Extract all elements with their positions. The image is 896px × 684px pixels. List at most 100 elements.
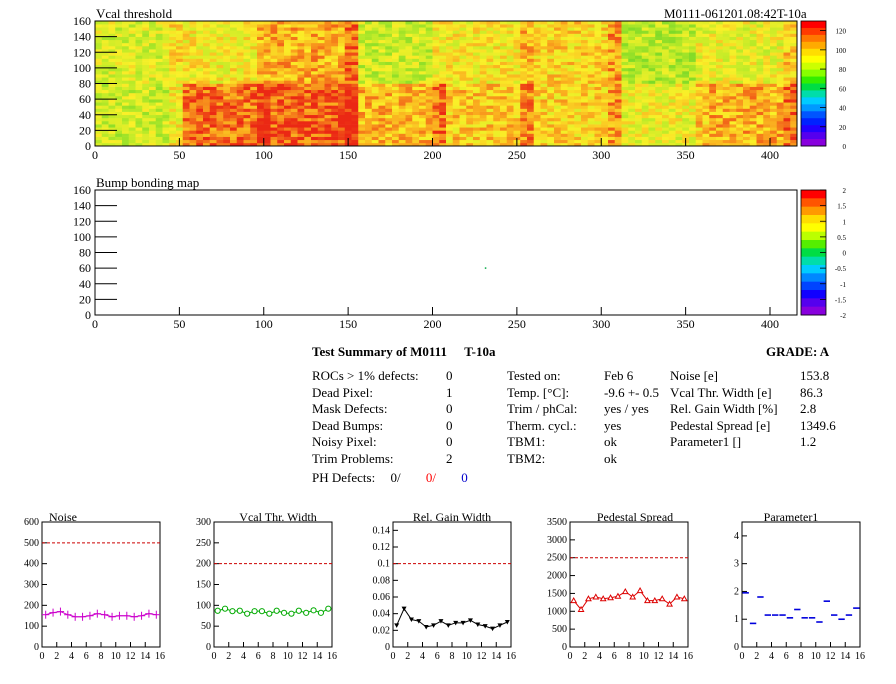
condition-value: ok bbox=[604, 434, 617, 450]
x-tick-label: 10 bbox=[811, 651, 821, 662]
map-background bbox=[95, 190, 797, 315]
palette-label: 60 bbox=[839, 85, 847, 93]
x-tick-label: 16 bbox=[506, 651, 516, 662]
x-tick-label: 50 bbox=[173, 148, 185, 162]
plot-frame bbox=[213, 521, 333, 648]
x-tick-label: 16 bbox=[855, 651, 865, 662]
data-point bbox=[438, 619, 444, 624]
defect-value: 0 bbox=[446, 368, 453, 383]
series-line bbox=[573, 589, 685, 611]
x-tick-label: 12 bbox=[477, 651, 487, 662]
defect-value: 0 bbox=[446, 401, 453, 417]
y-tick-label: 40 bbox=[79, 277, 91, 291]
y-tick-label: 140 bbox=[73, 30, 91, 44]
x-tick-label: 0 bbox=[740, 651, 745, 662]
palette-label: 0 bbox=[843, 250, 847, 258]
data-point bbox=[673, 593, 681, 600]
x-tick-label: 400 bbox=[761, 317, 779, 331]
y-tick-label: 0 bbox=[385, 642, 390, 653]
y-tick-label: 120 bbox=[73, 214, 91, 228]
data-point bbox=[401, 606, 407, 612]
palette-label: 40 bbox=[839, 105, 847, 113]
y-tick-label: 0.14 bbox=[373, 525, 391, 536]
data-point bbox=[570, 596, 578, 604]
y-tick-label: 160 bbox=[73, 14, 91, 28]
data-point bbox=[460, 620, 466, 626]
condition-value: Feb 6 bbox=[604, 368, 634, 383]
y-tick-label: 200 bbox=[24, 600, 39, 611]
x-tick-label: 350 bbox=[677, 148, 695, 162]
plot-title: Vcal Thr. Width bbox=[239, 510, 316, 524]
parameter-value: 86.3 bbox=[800, 384, 823, 400]
condition-label: TBM2: bbox=[507, 451, 546, 466]
y-tick-label: 60 bbox=[79, 92, 91, 106]
x-tick-label: 12 bbox=[826, 651, 836, 662]
data-point bbox=[475, 622, 481, 627]
data-point bbox=[621, 588, 629, 595]
y-tick-label: 100 bbox=[73, 61, 91, 75]
defect-label: Trim Problems: bbox=[312, 451, 394, 466]
x-tick-label: 2 bbox=[226, 651, 231, 662]
plot-title: Rel. Gain Width bbox=[413, 510, 491, 524]
data-point bbox=[317, 609, 325, 616]
parameter-value: 153.8 bbox=[800, 368, 830, 383]
y-tick-label: 1500 bbox=[547, 588, 567, 599]
data-point bbox=[325, 605, 332, 612]
y-tick-label: 0 bbox=[85, 139, 91, 153]
y-tick-label: 0 bbox=[562, 642, 567, 653]
data-point bbox=[651, 596, 659, 604]
x-tick-label: 350 bbox=[677, 317, 695, 331]
defect-label: Mask Defects: bbox=[312, 401, 388, 417]
defect-value: 0 bbox=[446, 434, 453, 450]
palette-label: -1 bbox=[840, 281, 846, 289]
bump-defect-marker bbox=[484, 267, 487, 269]
data-point bbox=[680, 595, 688, 602]
y-tick-label: 60 bbox=[79, 261, 91, 275]
defect-value: 2 bbox=[446, 451, 453, 466]
y-tick-label: 80 bbox=[79, 246, 91, 260]
palette-label: 0 bbox=[843, 143, 847, 151]
y-tick-label: 50 bbox=[201, 621, 211, 632]
summary-title-text: Test Summary of M0111 bbox=[312, 344, 447, 359]
y-tick-label: 3000 bbox=[547, 535, 567, 546]
y-tick-label: 2 bbox=[734, 586, 739, 597]
condition-value: yes bbox=[604, 417, 622, 433]
palette-label: -0.5 bbox=[835, 265, 847, 273]
plot-title: Parameter1 bbox=[764, 510, 819, 524]
x-tick-label: 12 bbox=[126, 651, 136, 662]
x-tick-label: 0 bbox=[391, 651, 396, 662]
ph-defects-value-3: 0 bbox=[461, 470, 468, 485]
x-tick-label: 16 bbox=[155, 651, 165, 662]
data-point bbox=[280, 609, 288, 616]
y-tick-label: 250 bbox=[196, 538, 211, 549]
x-tick-label: 2 bbox=[54, 651, 59, 662]
data-point bbox=[599, 595, 607, 602]
x-tick-label: 14 bbox=[312, 651, 322, 662]
defect-label: ROCs > 1% defects: bbox=[312, 368, 419, 383]
data-point bbox=[607, 594, 615, 601]
x-tick-label: 12 bbox=[654, 651, 664, 662]
palette-label: -1.5 bbox=[835, 296, 847, 304]
y-tick-label: 3 bbox=[734, 559, 739, 570]
x-tick-label: 0 bbox=[568, 651, 573, 662]
x-tick-label: 0 bbox=[40, 651, 45, 662]
x-tick-label: 2 bbox=[582, 651, 587, 662]
data-point bbox=[467, 618, 473, 623]
y-tick-label: 500 bbox=[552, 624, 567, 635]
x-tick-label: 16 bbox=[327, 651, 337, 662]
data-point bbox=[497, 623, 503, 628]
data-point bbox=[273, 607, 280, 614]
y-tick-label: 0.08 bbox=[373, 575, 391, 586]
y-tick-label: 2000 bbox=[547, 571, 567, 582]
condition-label: Tested on: bbox=[507, 368, 561, 383]
x-tick-label: 14 bbox=[668, 651, 678, 662]
y-tick-label: 120 bbox=[73, 45, 91, 59]
palette-label: 120 bbox=[836, 28, 847, 36]
x-tick-label: 2 bbox=[754, 651, 759, 662]
condition-value: yes / yes bbox=[604, 401, 649, 417]
parameter-value: 1.2 bbox=[800, 434, 817, 450]
condition-value: ok bbox=[604, 451, 617, 466]
y-tick-label: 0.02 bbox=[373, 625, 391, 636]
